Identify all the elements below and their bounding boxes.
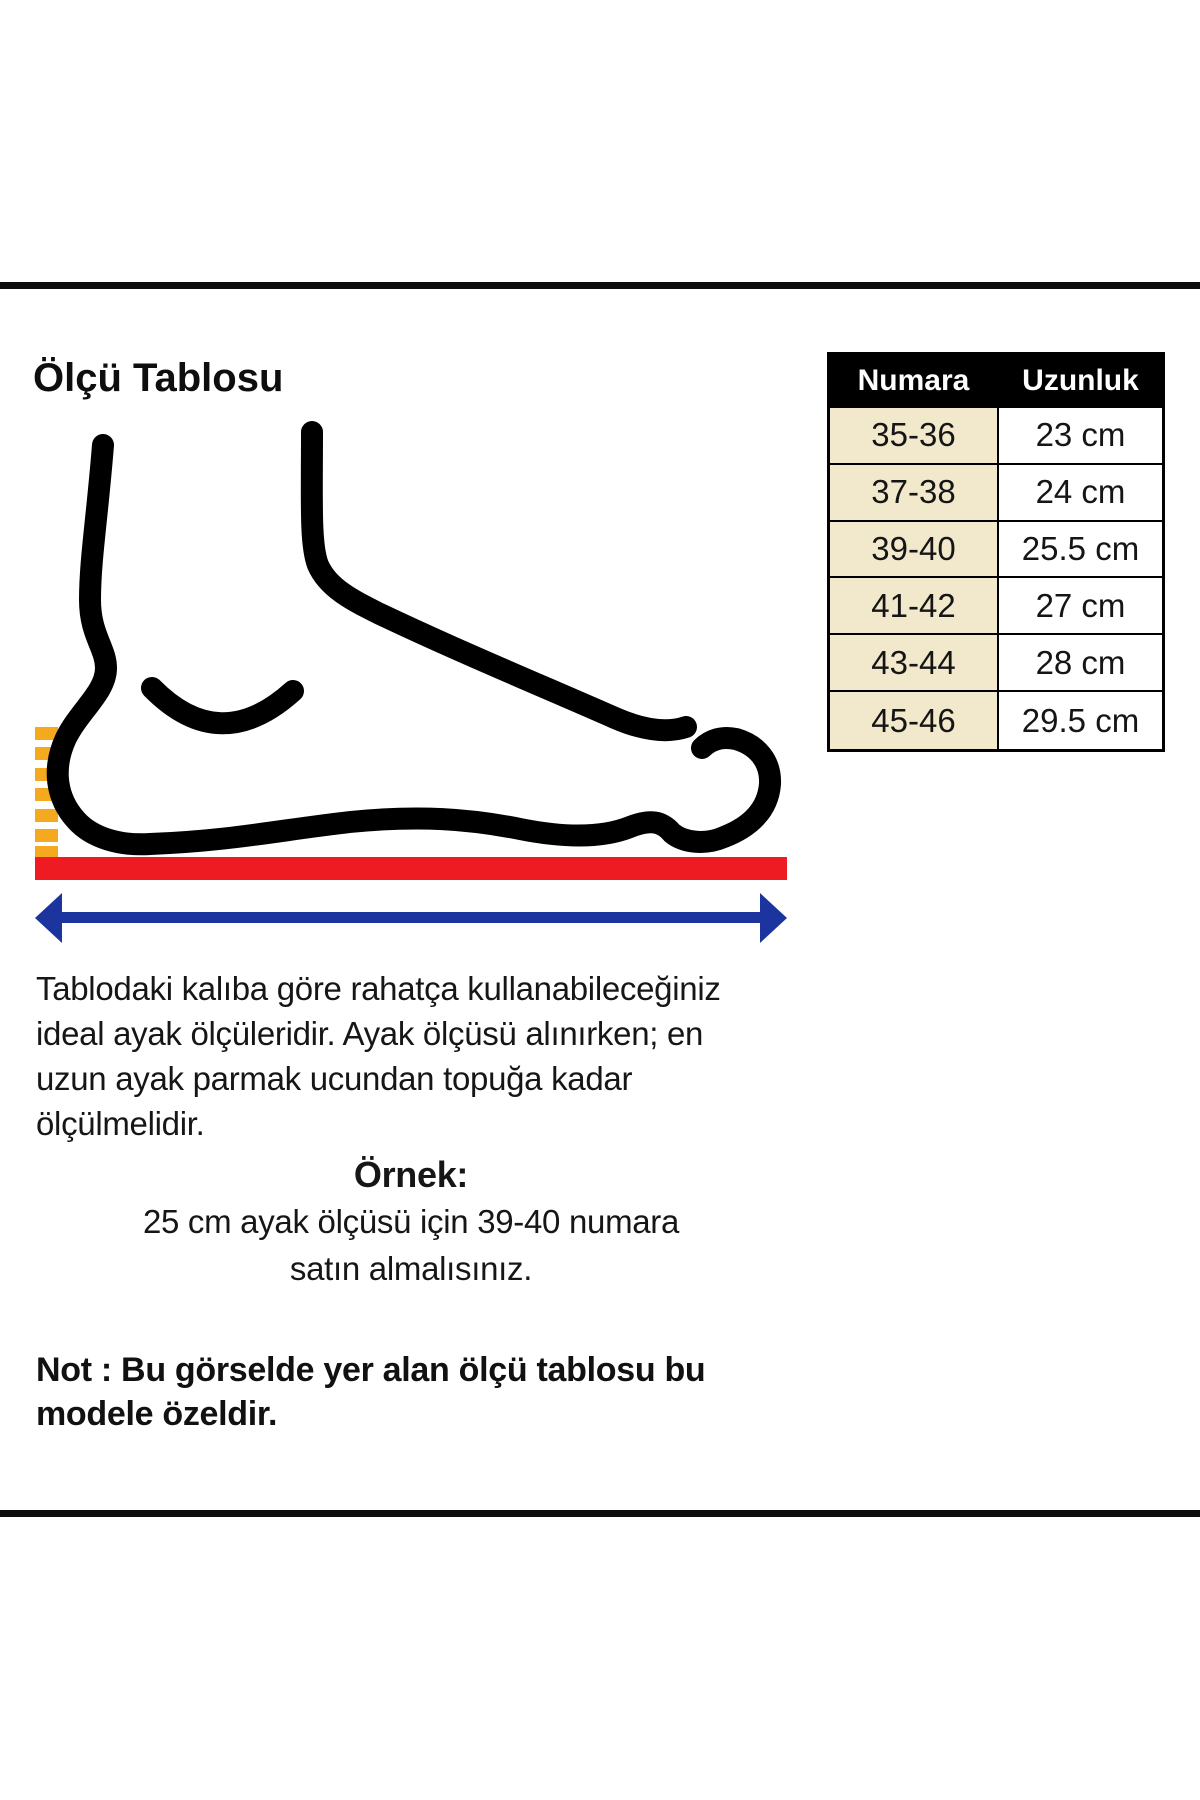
description-line: uzun ayak parmak ucundan topuğa kadar xyxy=(36,1060,633,1097)
size-cell: 41-42 xyxy=(830,578,999,636)
note-line: modele özeldir. xyxy=(36,1395,278,1433)
note-line: Not : Bu görselde yer alan ölçü tablosu … xyxy=(36,1351,706,1389)
foot-measurement-figure xyxy=(35,421,787,943)
bottom-divider-rule xyxy=(0,1510,1200,1517)
heel-dash-marks-icon xyxy=(35,727,58,858)
size-cell: 35-36 xyxy=(830,408,999,465)
length-cell: 29.5 cm xyxy=(1021,701,1140,739)
example-line: 25 cm ayak ölçüsü için 39-40 numara xyxy=(142,1203,680,1240)
length-cell: 25.5 cm xyxy=(999,522,1162,579)
size-cell: 39-40 xyxy=(830,521,999,579)
description-line: Tablodaki kalıba göre rahatça kullanabil… xyxy=(36,970,721,1007)
description-line: ideal ayak ölçüleridir. Ayak ölçüsü alın… xyxy=(36,1015,704,1052)
length-cell: 28 cm xyxy=(999,635,1162,693)
length-cell: 24 cm xyxy=(999,465,1162,522)
baseline-red-bar xyxy=(35,857,787,880)
example-block: Örnek: 25 cm ayak ölçüsü için 39-40 numa… xyxy=(100,1152,722,1292)
size-cell: 45-46 xyxy=(830,692,999,749)
size-cell: 37-38 xyxy=(830,464,999,522)
description-paragraph: Tablodaki kalıba göre rahatça kullanabil… xyxy=(36,966,721,1146)
length-arrow-icon xyxy=(35,893,787,943)
page-title: Ölçü Tablosu xyxy=(33,356,284,400)
size-table-header-uzunluk: Uzunluk xyxy=(999,355,1162,408)
length-cell: 27 cm xyxy=(999,578,1162,636)
size-table: Numara Uzunluk 35-36 23 cm 37-38 24 cm 3… xyxy=(827,352,1165,752)
example-heading: Örnek: xyxy=(353,1154,469,1195)
length-cell: 23 cm xyxy=(999,408,1162,465)
top-divider-rule xyxy=(0,282,1200,289)
size-table-header-numara: Numara xyxy=(830,355,999,408)
description-line: ölçülmelidir. xyxy=(36,1105,205,1142)
note-text: Not : Bu görselde yer alan ölçü tablosu … xyxy=(36,1348,706,1436)
example-line: satın almalısınız. xyxy=(289,1250,533,1287)
foot-outline-icon xyxy=(46,421,781,856)
size-cell: 43-44 xyxy=(830,635,999,693)
